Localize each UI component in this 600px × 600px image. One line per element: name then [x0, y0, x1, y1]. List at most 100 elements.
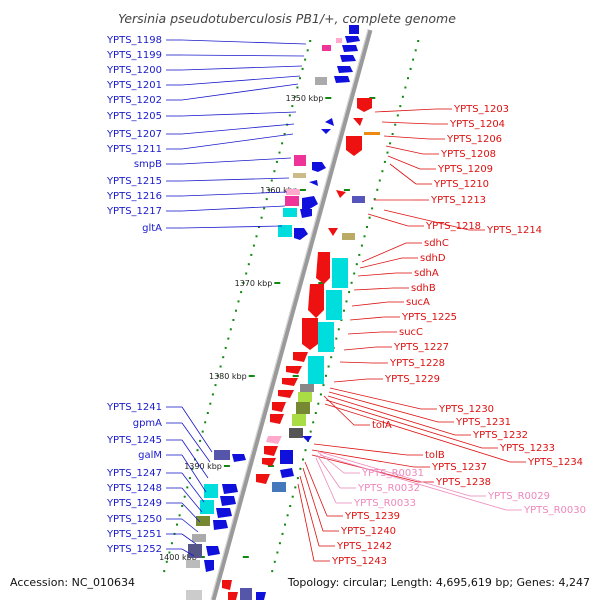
gene-block: [342, 233, 355, 240]
axis-dot: [376, 188, 379, 191]
gene-label-right: YPTS_1230: [438, 404, 494, 415]
gene-arrow: [232, 454, 246, 462]
axis-dot: [237, 300, 240, 303]
axis-dot: [270, 179, 273, 182]
leader-line: [181, 225, 283, 229]
axis-dot: [350, 281, 353, 284]
axis-dot: [281, 142, 284, 145]
leader-line: [181, 548, 195, 557]
axis-dot: [394, 123, 397, 126]
axis-dot: [247, 263, 250, 266]
axis-dot: [170, 542, 173, 545]
leader-line: [323, 395, 355, 426]
gene-block: [280, 450, 293, 464]
gene-label-right: YPTS_1240: [340, 526, 396, 537]
gene-arrow: [353, 118, 363, 126]
axis-dot: [355, 263, 358, 266]
gene-label-left: YPTS_1252: [106, 544, 162, 555]
leader-line: [349, 316, 385, 321]
leader-line: [181, 54, 305, 57]
gene-label-right: sdhD: [420, 253, 446, 264]
gene-label-left: YPTS_1249: [106, 498, 162, 509]
axis-dot: [306, 49, 309, 52]
leader-line: [383, 135, 430, 140]
leader-line: [181, 133, 294, 150]
axis-dot: [283, 133, 286, 135]
gene-block: [285, 196, 299, 206]
leader-line: [181, 487, 203, 513]
axis-dot: [276, 551, 279, 554]
kbp-ticks: 1350 kbp 1360 kbp 1370 kbp 1380 kbp 1390 kbp…: [159, 94, 376, 562]
gene-block: [278, 225, 292, 237]
axis-dot: [373, 198, 376, 201]
axis-dot: [201, 430, 204, 433]
axis-dot: [240, 291, 243, 294]
axis-dot: [235, 309, 237, 312]
axis-dot: [360, 244, 363, 247]
gene-arrow: [228, 592, 238, 600]
axis-dot: [196, 449, 199, 452]
leader-line: [181, 111, 297, 117]
axis-dot: [255, 235, 258, 238]
axis-dot: [414, 49, 417, 52]
gene-block: [298, 392, 312, 402]
axis-dot: [227, 337, 230, 340]
gene-arrow: [334, 76, 350, 83]
axis-dot: [278, 151, 281, 154]
gene-arrow: [272, 402, 286, 412]
axis-dot: [258, 226, 260, 228]
leader-line: [181, 65, 303, 71]
gene-arrow: [266, 436, 282, 444]
leader-line: [389, 163, 417, 185]
axis-dot: [348, 291, 351, 294]
leader-line: [181, 454, 207, 493]
rna-label: YPTS_R0030: [523, 505, 586, 516]
leader-line: [319, 454, 507, 511]
gene-label-left: galM: [138, 450, 162, 461]
leader-line: [316, 454, 341, 489]
axis-dot: [188, 477, 191, 480]
leader-line: [359, 257, 403, 269]
gene-label-right: sucA: [406, 297, 430, 308]
axis-dot: [396, 114, 399, 117]
leader-line: [181, 177, 290, 182]
gene-label-left: YPTS_1199: [106, 50, 162, 61]
gene-arrow: [264, 446, 278, 456]
gene-block: [283, 208, 297, 217]
axis-dot: [404, 86, 407, 89]
rna-label: YPTS_R0029: [487, 491, 550, 502]
gene-block: [296, 402, 310, 414]
right-axis-dots: [271, 40, 420, 573]
leader-line: [181, 191, 288, 197]
gene-label-right: YPTS_1214: [486, 225, 542, 236]
axis-dot: [319, 393, 322, 396]
gene-arrow: [316, 252, 330, 284]
accession-text: Accession: NC_010634: [10, 576, 135, 589]
gene-arrow: [294, 228, 308, 240]
axis-dot: [363, 235, 366, 238]
axis-dot: [368, 216, 371, 219]
axis-dot: [335, 337, 338, 340]
gene-arrow: [321, 129, 331, 134]
tick-label: 1380 kbp: [209, 372, 247, 381]
gene-block: [214, 450, 230, 460]
axis-dot: [284, 523, 286, 526]
axis-dot: [409, 67, 412, 70]
gene-block: [364, 132, 380, 135]
axis-dot: [183, 495, 186, 498]
gene-label-left: YPTS_1207: [106, 129, 162, 140]
gene-block: [315, 77, 327, 85]
leader-line: [181, 75, 301, 86]
gene-arrow: [222, 484, 238, 494]
leader-line: [181, 439, 209, 479]
gene-label-right: YPTS_1209: [437, 164, 493, 175]
axis-dot: [302, 458, 304, 461]
gene-block: [292, 414, 306, 426]
axis-dot: [199, 439, 202, 442]
gene-label-right: YPTS_1225: [401, 312, 457, 323]
gene-label-right: YPTS_1232: [472, 430, 528, 441]
axis-dot: [206, 412, 209, 414]
gene-arrow: [206, 546, 220, 556]
axis-dot: [217, 374, 219, 377]
axis-dot: [371, 207, 374, 210]
